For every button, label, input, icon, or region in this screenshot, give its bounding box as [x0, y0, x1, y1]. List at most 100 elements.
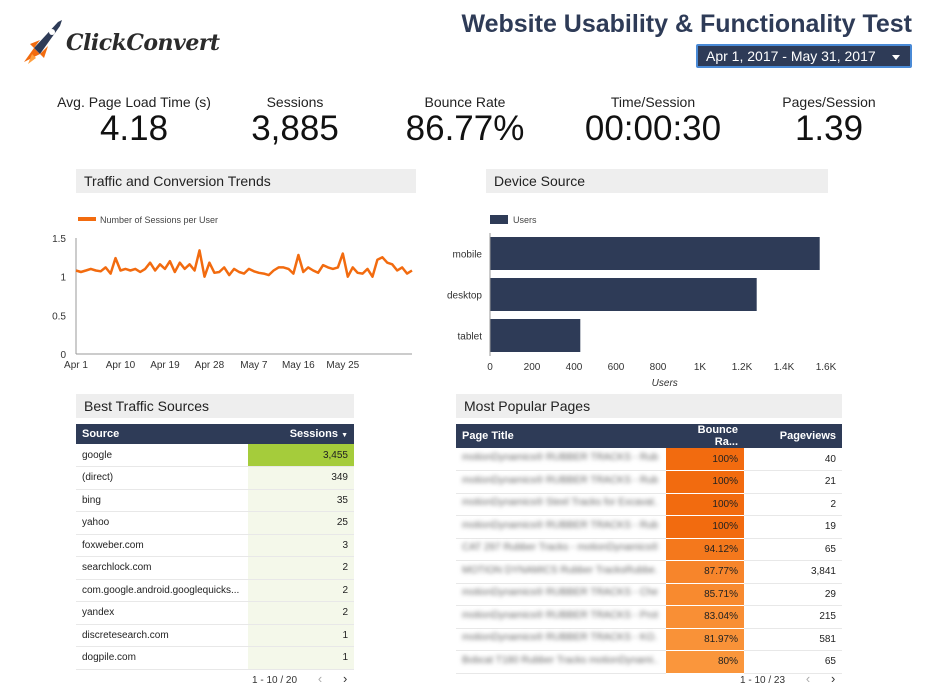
- bounce-rate-cell: 100%: [666, 493, 744, 516]
- traffic-section-title: Traffic and Conversion Trends: [76, 169, 416, 193]
- date-range-picker[interactable]: Apr 1, 2017 - May 31, 2017: [696, 44, 912, 68]
- source-cell: bing: [76, 489, 248, 512]
- sources-pager: 1 - 10 / 20 ‹ ›: [252, 671, 347, 686]
- column-header-bounce-rate[interactable]: Bounce Ra...: [666, 424, 744, 448]
- next-page-icon[interactable]: ›: [342, 671, 348, 686]
- kpi-value: 1.39: [794, 109, 864, 148]
- pageviews-cell: 581: [744, 628, 842, 651]
- legend-label: Users: [513, 215, 537, 225]
- legend-swatch: [78, 217, 96, 221]
- pages-section-title: Most Popular Pages: [456, 394, 842, 418]
- pageviews-cell: 65: [744, 538, 842, 561]
- kpi-label: Pages/Session: [782, 94, 876, 110]
- table-row[interactable]: yandex 2: [76, 601, 354, 625]
- pageviews-cell: 40: [744, 448, 842, 471]
- pageviews-cell: 29: [744, 583, 842, 606]
- table-row[interactable]: foxweber.com 3: [76, 534, 354, 557]
- column-header-sessions[interactable]: Sessions ▼: [248, 424, 354, 444]
- pages-pager: 1 - 10 / 23 ‹ ›: [740, 671, 835, 686]
- kpi-bounce-rate: Bounce Rate 86.77%: [395, 94, 535, 148]
- x-tick-label: May 7: [240, 360, 268, 371]
- report-title: Website Usability & Functionality Test: [461, 10, 912, 38]
- table-row[interactable]: motionDynamics® RUBBER TRACKS - KO... 81.…: [456, 628, 842, 651]
- category-label: desktop: [447, 291, 482, 302]
- logo-text: ClickConvert: [66, 30, 220, 56]
- x-tick-label: 1K: [694, 362, 707, 373]
- kpi-sessions: Sessions 3,885: [240, 94, 350, 148]
- column-header-pageviews[interactable]: Pageviews: [744, 424, 842, 448]
- prev-page-icon[interactable]: ‹: [317, 671, 323, 686]
- kpi-value: 3,885: [251, 109, 339, 148]
- page-title-text: motionDynamics® RUBBER TRACKS - Rub...: [462, 452, 658, 463]
- bounce-rate-cell: 94.12%: [666, 538, 744, 561]
- kpi-label: Bounce Rate: [424, 94, 506, 110]
- page-title-text: CAT 297 Rubber Tracks - motionDynamics®: [462, 542, 658, 554]
- table-row[interactable]: searchlock.com 2: [76, 556, 354, 580]
- x-tick-label: May 16: [282, 360, 315, 371]
- page-title-cell: motionDynamics® RUBBER TRACKS - Rub...: [456, 515, 666, 539]
- device-source-bar-chart: Users mobile desktop tablet 0 200 400 600 800 1K 1…: [447, 215, 837, 389]
- table-row[interactable]: Bobcat T180 Rubber Tracks motionDynami..…: [456, 650, 842, 674]
- chevron-down-icon: [892, 55, 900, 60]
- column-header-page-title[interactable]: Page Title: [456, 424, 666, 448]
- table-row[interactable]: motionDynamics® RUBBER TRACKS - Rub... 10…: [456, 448, 842, 471]
- x-tick-label: 200: [524, 362, 541, 373]
- pages-pager-label: 1 - 10 / 23: [740, 675, 786, 686]
- bounce-rate-cell: 100%: [666, 470, 744, 494]
- source-cell: searchlock.com: [76, 556, 248, 580]
- table-row[interactable]: bing 35: [76, 489, 354, 512]
- page-title-cell: CAT 297 Rubber Tracks - motionDynamics®: [456, 538, 666, 561]
- x-tick-label: May 25: [326, 360, 359, 371]
- x-tick-label: Apr 19: [150, 360, 180, 371]
- page-title-text: Bobcat T180 Rubber Tracks motionDynami..…: [462, 654, 658, 666]
- table-row[interactable]: yahoo 25: [76, 511, 354, 535]
- device-section-title: Device Source: [486, 169, 828, 193]
- date-range-label: Apr 1, 2017 - May 31, 2017: [706, 48, 876, 64]
- bounce-rate-cell: 100%: [666, 515, 744, 539]
- table-row[interactable]: CAT 297 Rubber Tracks - motionDynamics® 9…: [456, 538, 842, 561]
- page-title-text: motionDynamics® Steel Tracks for Excavat…: [462, 497, 658, 509]
- next-page-icon[interactable]: ›: [830, 671, 836, 686]
- sessions-cell: 2: [248, 556, 354, 580]
- table-row[interactable]: (direct) 349: [76, 466, 354, 490]
- y-tick-label: 1.5: [52, 234, 66, 245]
- prev-page-icon[interactable]: ‹: [805, 671, 811, 686]
- pageviews-cell: 3,841: [744, 560, 842, 584]
- table-row[interactable]: discretesearch.com 1: [76, 624, 354, 647]
- x-tick-label: 0: [487, 362, 493, 373]
- sessions-cell: 3,455: [248, 444, 354, 467]
- sources-pager-label: 1 - 10 / 20: [252, 675, 298, 686]
- sessions-cell: 25: [248, 511, 354, 535]
- bounce-rate-cell: 100%: [666, 448, 744, 471]
- x-tick-label: Apr 28: [195, 360, 225, 371]
- sessions-cell: 3: [248, 534, 354, 557]
- page-title-cell: motionDynamics® Steel Tracks for Excavat…: [456, 493, 666, 516]
- table-row[interactable]: motionDynamics® Steel Tracks for Excavat…: [456, 493, 842, 516]
- category-label: mobile: [453, 250, 483, 261]
- source-cell: (direct): [76, 466, 248, 490]
- logo: ClickConvert: [20, 18, 220, 68]
- sessions-cell: 35: [248, 489, 354, 512]
- sessions-cell: 1: [248, 624, 354, 647]
- source-cell: yandex: [76, 601, 248, 625]
- pageviews-cell: 19: [744, 515, 842, 539]
- x-tick-label: 800: [650, 362, 667, 373]
- table-row[interactable]: MOTION DYNAMICS Rubber TracksRubbe... 87.…: [456, 560, 842, 584]
- pageviews-cell: 2: [744, 493, 842, 516]
- traffic-sources-table: Source Sessions ▼ google 3,455 (direct) 349…: [76, 424, 354, 670]
- table-row[interactable]: motionDynamics® RUBBER TRACKS - Prot... 8…: [456, 605, 842, 629]
- table-row[interactable]: motionDynamics® RUBBER TRACKS - Rub... 10…: [456, 515, 842, 539]
- column-header-source[interactable]: Source: [76, 424, 248, 444]
- table-row[interactable]: motionDynamics® RUBBER TRACKS - Che... 85…: [456, 583, 842, 606]
- source-cell: google: [76, 444, 248, 467]
- table-row[interactable]: google 3,455: [76, 444, 354, 467]
- source-cell: com.google.android.googlequicks...: [76, 579, 248, 602]
- table-row[interactable]: motionDynamics® RUBBER TRACKS - Rub... 10…: [456, 470, 842, 494]
- table-row[interactable]: com.google.android.googlequicks... 2: [76, 579, 354, 602]
- x-tick-label: 1.4K: [774, 362, 795, 373]
- kpi-page-load-time: Avg. Page Load Time (s) 4.18: [52, 94, 216, 148]
- sessions-cell: 2: [248, 579, 354, 602]
- sessions-cell: 349: [248, 466, 354, 490]
- page-title-cell: motionDynamics® RUBBER TRACKS - KO...: [456, 628, 666, 651]
- table-row[interactable]: dogpile.com 1: [76, 646, 354, 670]
